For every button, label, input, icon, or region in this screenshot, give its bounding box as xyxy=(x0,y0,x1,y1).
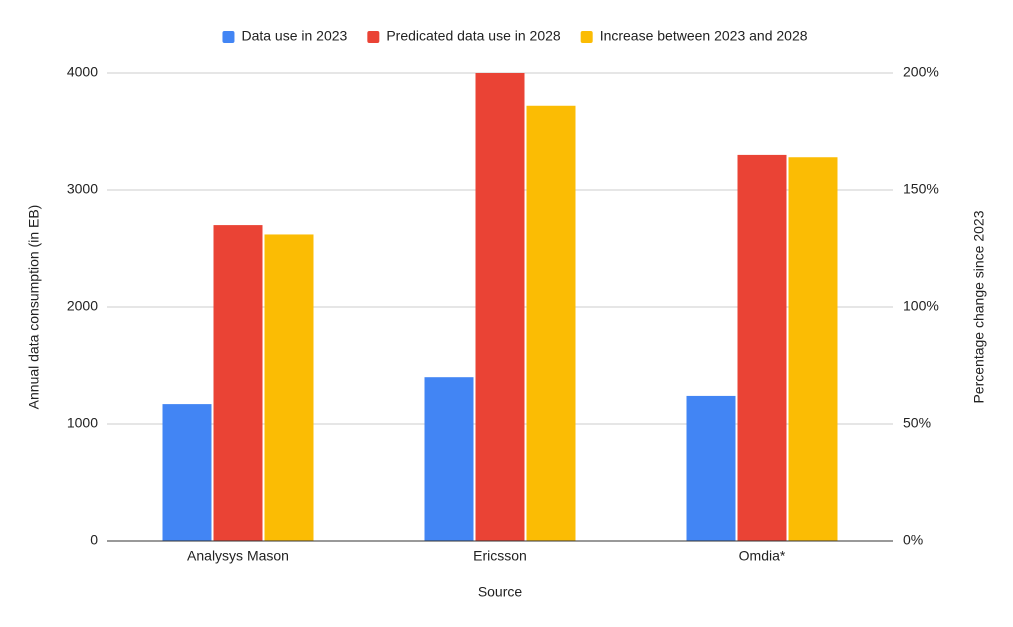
y-tick-label: 2000 xyxy=(67,298,98,314)
bar xyxy=(526,105,576,541)
bar xyxy=(162,404,212,541)
y2-tick-label: 150% xyxy=(903,181,939,197)
y-tick-label: 1000 xyxy=(67,415,98,431)
legend-swatch xyxy=(222,31,235,43)
legend-label: Increase between 2023 and 2028 xyxy=(600,28,808,44)
bar xyxy=(264,234,314,541)
legend-swatch xyxy=(580,31,593,43)
x-axis-title: Source xyxy=(478,584,523,600)
y2-axis-title: Percentage change since 2023 xyxy=(971,210,987,403)
y-tick-label: 0 xyxy=(90,532,98,548)
y2-tick-label: 0% xyxy=(903,532,923,548)
bar xyxy=(213,225,263,541)
legend-label: Data use in 2023 xyxy=(241,28,347,44)
bar xyxy=(424,377,474,541)
y-axis-title: Annual data consumption (in EB) xyxy=(26,205,42,410)
y2-tick-label: 50% xyxy=(903,415,931,431)
legend-label: Predicated data use in 2028 xyxy=(386,28,561,44)
x-tick-label: Ericsson xyxy=(473,548,527,564)
bar xyxy=(475,73,525,541)
x-tick-label: Omdia* xyxy=(739,548,786,564)
y2-tick-label: 200% xyxy=(903,64,939,80)
y-tick-label: 4000 xyxy=(67,64,98,80)
bar xyxy=(686,395,736,541)
bar xyxy=(788,157,838,542)
y-tick-label: 3000 xyxy=(67,181,98,197)
y2-tick-label: 100% xyxy=(903,298,939,314)
x-tick-label: Analysys Mason xyxy=(187,548,289,564)
legend-swatch xyxy=(367,31,380,43)
bar xyxy=(737,154,787,541)
